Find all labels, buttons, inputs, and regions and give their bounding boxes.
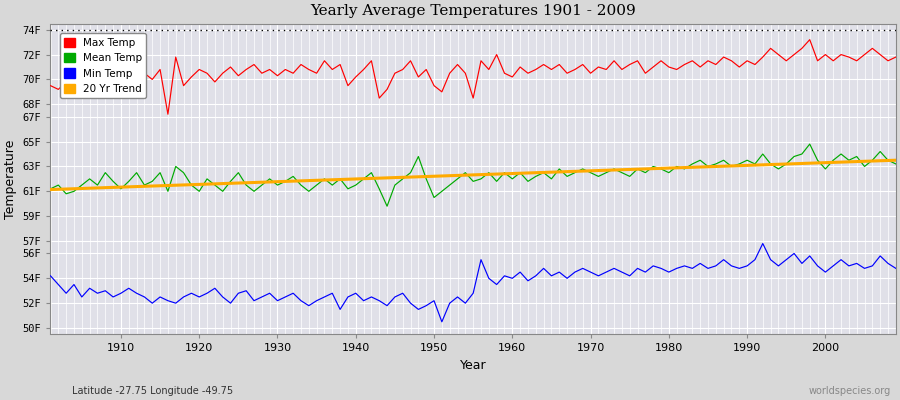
Y-axis label: Temperature: Temperature [4,139,17,218]
Title: Yearly Average Temperatures 1901 - 2009: Yearly Average Temperatures 1901 - 2009 [310,4,636,18]
X-axis label: Year: Year [460,359,487,372]
Legend: Max Temp, Mean Temp, Min Temp, 20 Yr Trend: Max Temp, Mean Temp, Min Temp, 20 Yr Tre… [60,33,146,98]
Text: Latitude -27.75 Longitude -49.75: Latitude -27.75 Longitude -49.75 [72,386,233,396]
Text: worldspecies.org: worldspecies.org [809,386,891,396]
